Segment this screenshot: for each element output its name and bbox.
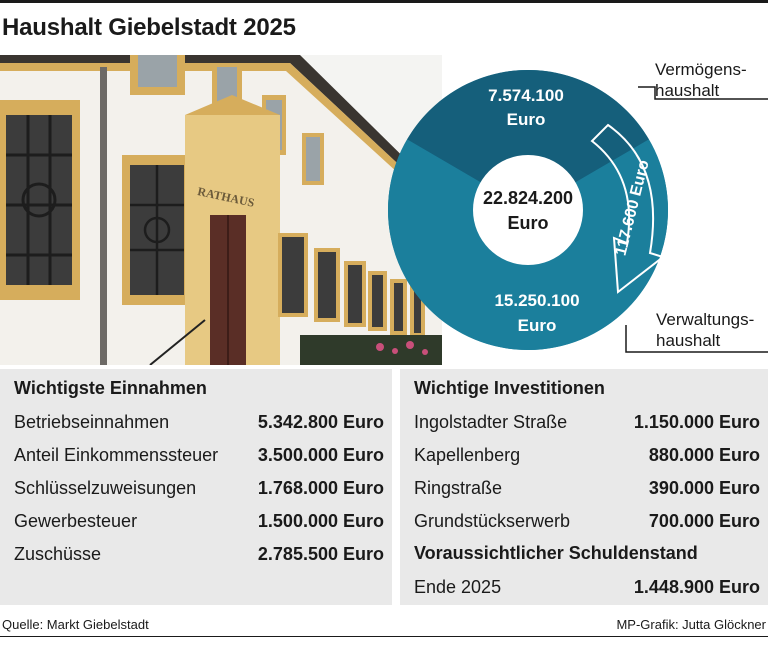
table-row: Ingolstadter Straße 1.150.000 Euro — [414, 410, 760, 434]
table-row: Ende 2025 1.448.900 Euro — [414, 575, 760, 599]
bottom-rule — [0, 636, 768, 637]
einnahmen-heading: Wichtigste Einnahmen — [14, 378, 207, 398]
einnahmen-panel: Wichtigste Einnahmen Betriebseinnahmen 5… — [0, 369, 392, 605]
table-row: Kapellenberg 880.000 Euro — [414, 443, 760, 467]
slice-unit-vermoegenshaushalt: Euro — [507, 110, 546, 129]
legend-verwaltungshaushalt: Verwaltungs- haushalt — [656, 309, 754, 351]
einnahmen-value: 1.768.000 Euro — [257, 477, 384, 498]
donut-hole — [473, 155, 583, 265]
investitionen-value: 390.000 Euro — [648, 477, 760, 498]
callout-line-vermoegen — [638, 86, 768, 100]
donut-center-value: 22.824.200 — [483, 188, 573, 208]
einnahmen-value: 2.785.500 Euro — [257, 543, 384, 564]
table-row: Gewerbesteuer 1.500.000 Euro — [14, 509, 384, 533]
graphic-credit: MP-Grafik: Jutta Glöckner — [616, 617, 766, 632]
table-row: Zuschüsse 2.785.500 Euro — [14, 542, 384, 566]
investitionen-label: Kapellenberg — [414, 444, 521, 465]
slice-value-verwaltungshaushalt: 15.250.100 — [494, 291, 579, 310]
investitionen-panel: Wichtige Investitionen Ingolstadter Stra… — [400, 369, 768, 605]
legend-vermoegenshaushalt: Vermögens- haushalt — [655, 59, 747, 101]
table-row: Ringstraße 390.000 Euro — [414, 476, 760, 500]
einnahmen-label: Zuschüsse — [14, 543, 102, 564]
legend-verwaltungshaushalt-line2: haushalt — [656, 331, 721, 350]
rathaus-photo: RATHAUS — [0, 55, 442, 365]
einnahmen-value: 5.342.800 Euro — [257, 411, 384, 432]
legend-vermoegenshaushalt-line2: haushalt — [655, 81, 720, 100]
investitionen-label: Ingolstadter Straße — [414, 411, 568, 432]
table-row: Schlüsselzuweisungen 1.768.000 Euro — [14, 476, 384, 500]
schuldenstand-value: 1.448.900 Euro — [633, 576, 760, 597]
slice-value-vermoegenshaushalt: 7.574.100 — [488, 86, 564, 105]
einnahmen-label: Anteil Einkommenssteuer — [14, 444, 219, 465]
donut-center-unit: Euro — [507, 213, 548, 233]
budget-donut-chart: 117.600 Euro 7.574.100 Euro 15.250.100 E… — [380, 55, 768, 365]
einnahmen-label: Gewerbesteuer — [14, 510, 138, 531]
source-note: Quelle: Markt Giebelstadt — [2, 617, 149, 632]
investitionen-value: 700.000 Euro — [648, 510, 760, 531]
legend-verwaltungshaushalt-line1: Verwaltungs- — [656, 310, 755, 329]
top-rule — [0, 0, 768, 3]
table-row: Anteil Einkommenssteuer 3.500.000 Euro — [14, 443, 384, 467]
investitionen-value: 880.000 Euro — [648, 444, 760, 465]
investitionen-label: Ringstraße — [414, 477, 503, 498]
callout-line-verwaltung — [625, 325, 768, 353]
table-row: Grundstückserwerb 700.000 Euro — [414, 509, 760, 533]
einnahmen-label: Schlüsselzuweisungen — [14, 477, 197, 498]
schuldenstand-heading: Voraussichtlicher Schuldenstand — [414, 543, 698, 563]
legend-vermoegenshaushalt-line1: Vermögens- — [655, 60, 747, 79]
einnahmen-value: 1.500.000 Euro — [257, 510, 384, 531]
schuldenstand-label: Ende 2025 — [414, 576, 502, 597]
investitionen-label: Grundstückserwerb — [414, 510, 571, 531]
investitionen-heading: Wichtige Investitionen — [414, 378, 605, 398]
einnahmen-value: 3.500.000 Euro — [257, 444, 384, 465]
investitionen-value: 1.150.000 Euro — [633, 411, 760, 432]
page-title: Haushalt Giebelstadt 2025 — [2, 14, 296, 41]
table-row: Betriebseinnahmen 5.342.800 Euro — [14, 410, 384, 434]
slice-vermoegenshaushalt — [407, 69, 649, 210]
einnahmen-label: Betriebseinnahmen — [14, 411, 170, 432]
transfer-arrow-icon — [590, 123, 666, 294]
slice-unit-verwaltungshaushalt: Euro — [518, 316, 557, 335]
